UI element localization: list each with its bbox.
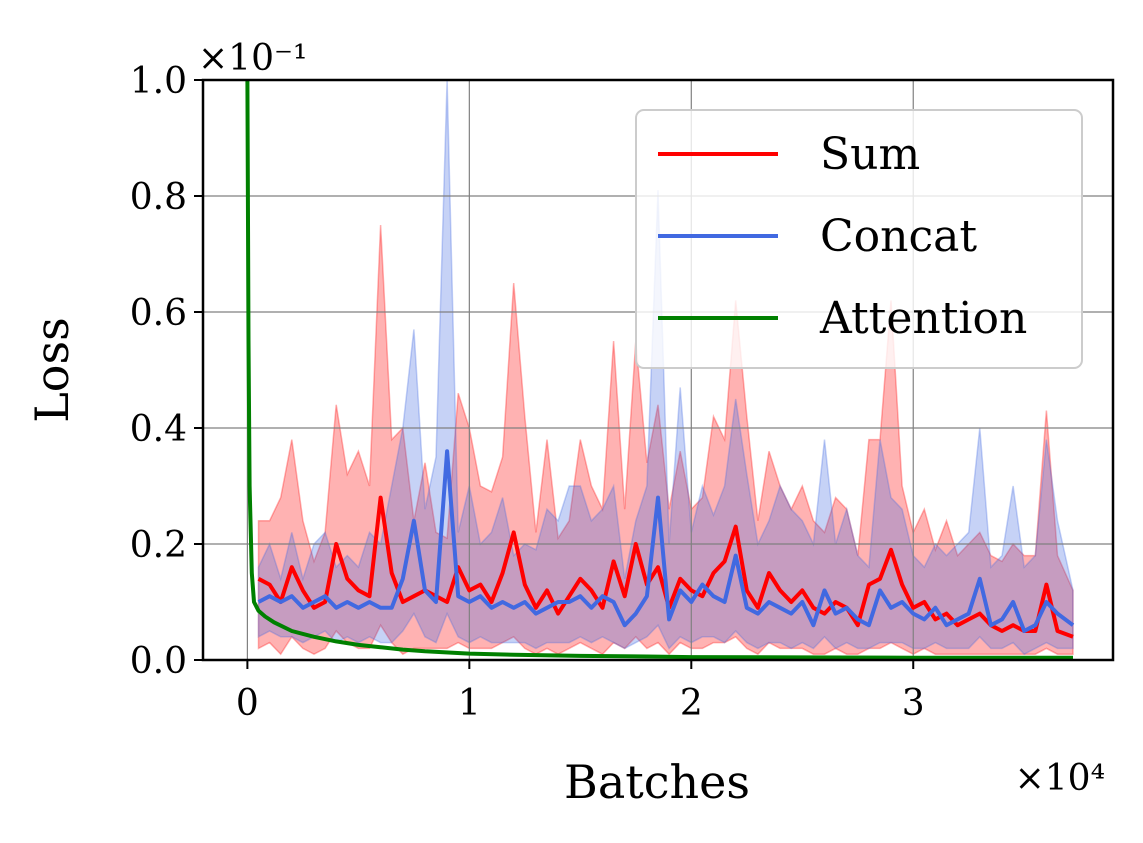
y-exponent-label: ×10⁻¹: [198, 38, 307, 79]
confidence-bands: [257, 79, 1074, 656]
y-tick-label: 0.2: [130, 525, 187, 566]
legend-label-concat: Concat: [820, 211, 977, 262]
x-axis-title: Batches: [564, 755, 750, 809]
band-concat: [257, 79, 1074, 656]
plot-frame: [201, 78, 1115, 662]
x-tick-label: 1: [458, 683, 481, 724]
y-tick-label: 1.0: [130, 61, 187, 102]
legend-label-attention: Attention: [819, 293, 1027, 344]
line-attention: [245, 79, 1073, 660]
x-exponent-label: ×10⁴: [1015, 758, 1105, 799]
legend: Sum Concat Attention: [635, 109, 1083, 369]
legend-box: [635, 109, 1083, 369]
series-lines: [245, 79, 1075, 660]
line-concat: [257, 449, 1075, 633]
x-tick-label: 2: [680, 683, 703, 724]
band-sum: [257, 224, 1074, 656]
y-axis-title: Loss: [25, 317, 79, 422]
y-tick-label: 0.0: [130, 641, 187, 682]
x-tick-label: 3: [902, 683, 925, 724]
y-tick-label: 0.8: [130, 177, 187, 218]
axis-ticks: 0 1 2 3 0.0 0.2 0.4 0.6 0.8 1.0: [130, 61, 925, 724]
x-tick-label: 0: [236, 683, 259, 724]
legend-label-sum: Sum: [820, 129, 920, 180]
y-tick-label: 0.6: [130, 293, 187, 334]
y-tick-label: 0.4: [130, 409, 187, 450]
line-sum: [257, 495, 1074, 639]
